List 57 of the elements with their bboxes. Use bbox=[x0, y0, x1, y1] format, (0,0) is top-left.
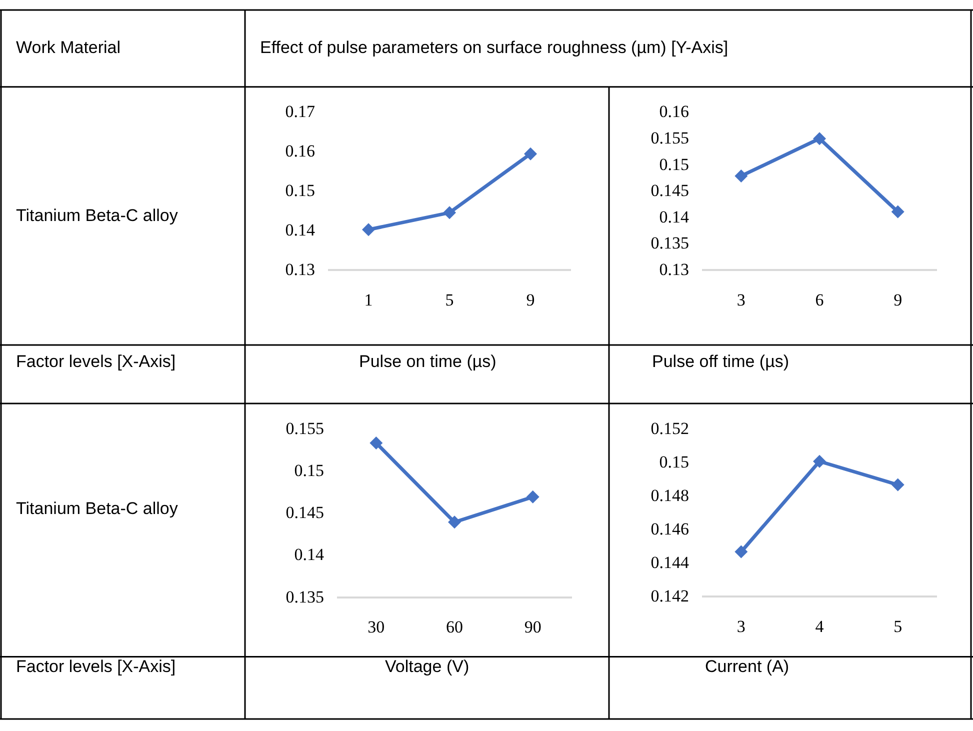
y-tick-label: 0.145 bbox=[286, 503, 324, 522]
x-tick-label: 9 bbox=[526, 290, 535, 310]
x-axis-title: Pulse on time (µs) bbox=[359, 352, 496, 371]
text: Titanium Beta-C alloy bbox=[16, 206, 178, 225]
point bbox=[813, 132, 826, 146]
point bbox=[448, 516, 461, 529]
y-tick-label: 0.15 bbox=[285, 181, 315, 200]
y-tick-label: 0.16 bbox=[285, 142, 315, 161]
y-tick-label: 0.148 bbox=[650, 486, 689, 505]
y-tick-label: 0.13 bbox=[659, 260, 689, 280]
x-tick-label: 30 bbox=[368, 618, 385, 637]
y-tick-label: 0.142 bbox=[650, 586, 689, 606]
point bbox=[524, 147, 537, 160]
x-tick-label: 4 bbox=[815, 616, 824, 636]
y-tick-label: 0.15 bbox=[294, 460, 324, 480]
text: Effect of pulse parameters on surface roughness (µm) [Y-Axis] bbox=[260, 38, 728, 57]
text: Work Material bbox=[16, 38, 121, 57]
point bbox=[734, 545, 748, 558]
x-tick-label: 9 bbox=[894, 290, 902, 310]
y-tick-label: 0.14 bbox=[285, 220, 316, 240]
x-axis-title: Voltage (V) bbox=[385, 657, 470, 676]
x-axis-title: Pulse off time (µs) bbox=[652, 352, 790, 371]
text: Titanium Beta-C alloy bbox=[16, 499, 178, 518]
point bbox=[891, 205, 904, 218]
y-tick-label: 0.14 bbox=[659, 207, 690, 226]
y-tick-label: 0.14 bbox=[294, 545, 324, 564]
point bbox=[370, 436, 383, 450]
x-tick-label: 6 bbox=[815, 290, 824, 310]
point bbox=[734, 169, 748, 182]
y-tick-label: 0.145 bbox=[650, 181, 689, 200]
x-axis-title: Current (A) bbox=[705, 657, 790, 676]
x-tick-label: 3 bbox=[736, 290, 746, 310]
y-tick-label: 0.15 bbox=[659, 452, 689, 472]
y-tick-label: 0.144 bbox=[650, 552, 690, 572]
text: Factor levels [X-Axis] bbox=[16, 352, 176, 371]
y-tick-label: 0.15 bbox=[659, 154, 689, 174]
y-tick-label: 0.146 bbox=[650, 519, 689, 538]
text: Factor levels [X-Axis] bbox=[16, 657, 176, 676]
y-tick-label: 0.152 bbox=[650, 418, 689, 438]
y-tick-label: 0.155 bbox=[286, 418, 324, 438]
point bbox=[813, 454, 826, 468]
y-tick-label: 0.17 bbox=[285, 102, 316, 122]
y-tick-label: 0.155 bbox=[650, 128, 689, 148]
point bbox=[891, 478, 904, 492]
x-tick-label: 60 bbox=[446, 618, 463, 637]
point bbox=[443, 206, 456, 220]
y-tick-label: 0.135 bbox=[650, 234, 689, 253]
point bbox=[362, 223, 375, 236]
x-tick-label: 5 bbox=[894, 616, 902, 636]
y-tick-label: 0.135 bbox=[286, 587, 324, 606]
x-tick-label: 3 bbox=[736, 616, 746, 636]
x-tick-label: 5 bbox=[445, 290, 454, 310]
y-tick-label: 0.13 bbox=[285, 260, 315, 280]
y-tick-label: 0.16 bbox=[659, 102, 689, 122]
point bbox=[526, 490, 540, 504]
x-tick-label: 90 bbox=[524, 618, 542, 637]
x-tick-label: 1 bbox=[364, 290, 373, 310]
